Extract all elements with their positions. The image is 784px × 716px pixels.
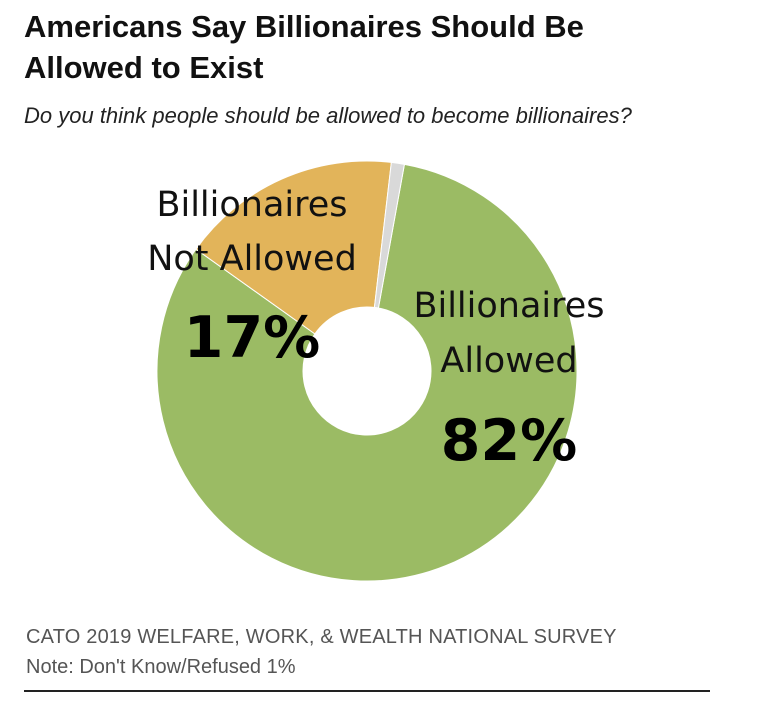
chart-title-line-2: Allowed to Exist (24, 50, 264, 85)
slice-label-not-allowed: Billionaires Not Allowed 17% (147, 185, 357, 371)
label-allowed-line-2: Allowed (440, 341, 577, 381)
footnote: Note: Don't Know/Refused 1% (26, 656, 296, 678)
chart-title: Americans Say Billionaires Should Be All… (24, 6, 764, 88)
slice-dont-know-refused (373, 161, 405, 309)
chart-subtitle: Do you think people should be allowed to… (24, 103, 632, 128)
slice-billionaires-not-allowed (195, 160, 392, 335)
label-not-allowed-line-2: Not Allowed (147, 239, 357, 279)
slice-billionaires-allowed (156, 163, 578, 582)
value-not-allowed: 17% (184, 305, 320, 371)
slice-label-allowed: Billionaires Allowed 82% (413, 286, 604, 474)
donut-chart: Billionaires Not Allowed 17% Billionaire… (147, 160, 605, 582)
label-allowed-line-1: Billionaires (413, 286, 604, 326)
donut-slices (156, 160, 578, 582)
value-allowed: 82% (441, 408, 577, 474)
source-credit: CATO 2019 WELFARE, WORK, & WEALTH NATION… (26, 626, 617, 648)
chart-title-line-1: Americans Say Billionaires Should Be (24, 9, 584, 44)
label-not-allowed-line-1: Billionaires (156, 185, 347, 225)
bottom-divider (24, 690, 710, 692)
